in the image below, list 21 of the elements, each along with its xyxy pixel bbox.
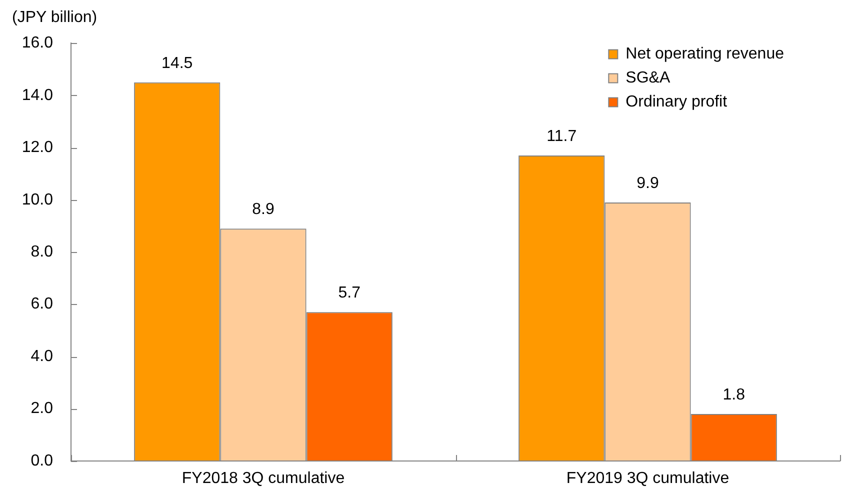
data-label: 14.5 [162,54,193,72]
legend-label: Ordinary profit [626,94,728,111]
legend-label: SG&A [626,70,670,87]
y-tick-label: 16.0 [22,34,54,52]
y-tick-label: 6.0 [30,296,54,313]
x-tick-label: FY2019 3Q cumulative [566,470,730,488]
y-tick-label: 4.0 [30,348,54,365]
y-axis-title: (JPY billion) [12,9,98,26]
y-tick-label: 0.0 [30,452,54,470]
data-label: 8.9 [252,201,274,218]
data-label: 11.7 [546,128,577,145]
data-label: 1.8 [722,386,746,404]
y-tick-label: 12.0 [22,139,54,156]
y-tick-label: 14.0 [22,86,54,104]
data-label: 5.7 [338,284,361,302]
y-tick-label: 2.0 [30,400,54,418]
legend-label: Net operating revenue [626,46,784,63]
data-label: 9.9 [636,174,659,192]
y-tick-label: 10.0 [22,191,54,208]
x-tick-label: FY2018 3Q cumulative [182,470,345,488]
y-tick-label: 8.0 [30,244,54,261]
